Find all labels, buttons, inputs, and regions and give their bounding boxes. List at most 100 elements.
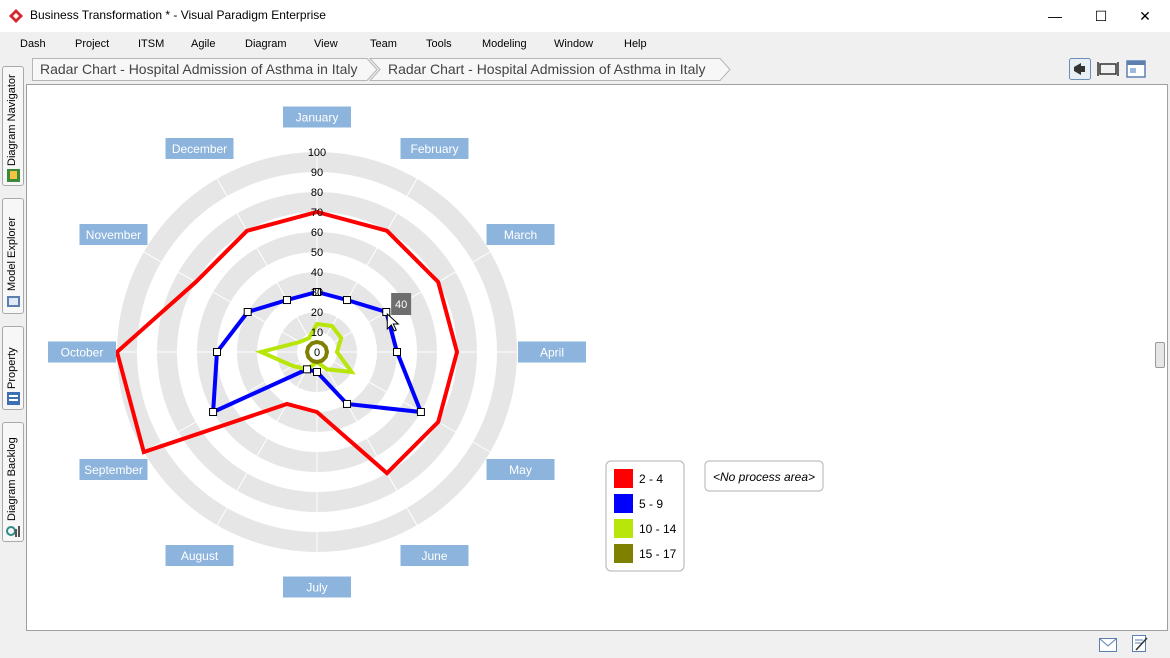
category-box-january <box>283 106 351 128</box>
tab-diagram-navigator-label: Diagram Navigator <box>6 74 18 166</box>
menu-itsm[interactable]: ITSM <box>138 38 165 50</box>
model-explorer-icon <box>7 296 20 307</box>
category-label-august: August <box>181 549 219 563</box>
spoke-november <box>143 251 318 353</box>
fit-to-window-icon[interactable] <box>1097 58 1119 80</box>
tab-property[interactable]: Property <box>2 326 24 410</box>
category-label-january: January <box>296 111 339 125</box>
series-line-0 <box>114 209 460 476</box>
mouse-cursor-icon <box>386 312 400 332</box>
menu-view[interactable]: View <box>314 38 338 50</box>
category-label-may: May <box>509 463 532 477</box>
diagram-navigator-icon <box>7 169 20 182</box>
tick-label: 40 <box>311 267 323 279</box>
menu-modeling[interactable]: Modeling <box>482 38 527 50</box>
category-label-october: October <box>61 346 104 360</box>
breadcrumb-item-current[interactable]: Radar Chart - Hospital Admission of Asth… <box>388 61 706 77</box>
title-bar: Business Transformation * - Visual Parad… <box>0 0 1170 32</box>
maximize-button[interactable]: ☐ <box>1094 7 1108 24</box>
spoke-may <box>316 351 491 453</box>
category-label-september: September <box>84 463 143 477</box>
data-point-handle <box>213 348 221 356</box>
category-label-june: June <box>421 549 447 563</box>
category-box-june <box>400 545 469 567</box>
category-box-september <box>79 459 148 480</box>
legend-label: 2 - 4 <box>639 472 663 486</box>
data-point-handle <box>393 348 401 356</box>
minimize-button[interactable]: — <box>1048 8 1062 24</box>
close-button[interactable]: ✕ <box>1139 7 1151 24</box>
process-area-box <box>704 460 824 492</box>
category-box-august <box>165 545 234 567</box>
menu-window[interactable]: Window <box>554 38 594 50</box>
legend-swatch <box>614 494 633 513</box>
category-box-february <box>400 137 469 159</box>
menu-tools[interactable]: Tools <box>426 38 452 50</box>
menu-help[interactable]: Help <box>624 38 647 50</box>
category-label-march: March <box>504 228 537 242</box>
spoke-june <box>316 351 418 526</box>
diagram-settings-icon[interactable] <box>1125 58 1147 80</box>
category-box-november <box>79 224 148 245</box>
legend-swatch <box>614 469 633 488</box>
data-point-handle <box>283 296 291 305</box>
menu-bar: Dash Project ITSM Agile Diagram View Tea… <box>0 32 1170 56</box>
tab-diagram-backlog-label: Diagram Backlog <box>6 437 18 521</box>
tab-diagram-navigator[interactable]: Diagram Navigator <box>2 66 24 186</box>
process-area-label: <No process area> <box>713 470 815 484</box>
data-point-handle <box>313 368 321 376</box>
document-edit-icon[interactable] <box>1132 635 1148 653</box>
mail-icon[interactable] <box>1099 638 1117 652</box>
tick-label: 90 <box>311 167 323 179</box>
tick-label: 100 <box>308 147 326 159</box>
tick-label: 50 <box>311 247 323 259</box>
legend-swatch <box>614 519 633 538</box>
data-point-handle <box>313 288 321 296</box>
tab-diagram-backlog[interactable]: Diagram Backlog <box>2 422 24 542</box>
tooltip-value: 40 <box>395 299 407 311</box>
tooltip-box <box>391 293 412 315</box>
category-label-november: November <box>86 228 141 242</box>
category-label-july: July <box>306 581 327 595</box>
menu-agile[interactable]: Agile <box>191 38 216 50</box>
tick-label: 10 <box>311 327 323 339</box>
tick-label: 80 <box>311 187 323 199</box>
category-box-july <box>283 576 351 598</box>
tick-label: 60 <box>311 227 323 239</box>
window-title: Business Transformation * - Visual Parad… <box>30 8 326 22</box>
scroll-handle[interactable] <box>1155 342 1165 368</box>
category-box-march <box>486 224 555 245</box>
legend-label: 10 - 14 <box>639 522 677 536</box>
menu-team[interactable]: Team <box>370 38 397 50</box>
data-point-handle <box>243 308 252 316</box>
menu-diagram[interactable]: Diagram <box>245 38 287 50</box>
legend-swatch <box>614 544 633 563</box>
legend-box <box>605 460 685 572</box>
data-point-handle <box>343 399 351 408</box>
radar-chart[interactable]: 0 10 20 30 40 50 60 70 80 90 100 January February Mar… <box>27 85 1167 630</box>
tick-label: 70 <box>311 207 323 219</box>
breadcrumb-item-root[interactable]: Radar Chart - Hospital Admission of Asth… <box>40 61 358 77</box>
tick-label: 20 <box>311 307 323 319</box>
data-point-handle <box>343 296 351 305</box>
spoke-august <box>216 351 318 526</box>
category-box-december <box>165 137 234 159</box>
data-point-handle <box>382 308 391 316</box>
data-point-handle <box>303 365 311 374</box>
category-label-december: December <box>172 142 227 156</box>
spoke-february <box>316 178 418 353</box>
breadcrumb: Radar Chart - Hospital Admission of Asth… <box>26 56 1170 83</box>
data-point-handle <box>416 408 425 416</box>
megaphone-icon[interactable] <box>1069 58 1091 80</box>
tab-model-explorer-label: Model Explorer <box>6 217 18 291</box>
menu-project[interactable]: Project <box>75 38 110 50</box>
category-box-may <box>486 459 555 480</box>
legend-label: 5 - 9 <box>639 497 663 511</box>
category-label-february: February <box>410 142 458 156</box>
breadcrumb-frame <box>32 58 731 81</box>
diagram-canvas[interactable]: 0 10 20 30 40 50 60 70 80 90 100 January February Mar… <box>26 84 1168 631</box>
tab-model-explorer[interactable]: Model Explorer <box>2 198 24 314</box>
status-bar <box>0 632 1170 658</box>
menu-dash[interactable]: Dash <box>20 38 46 50</box>
diagram-backlog-icon <box>6 526 20 537</box>
